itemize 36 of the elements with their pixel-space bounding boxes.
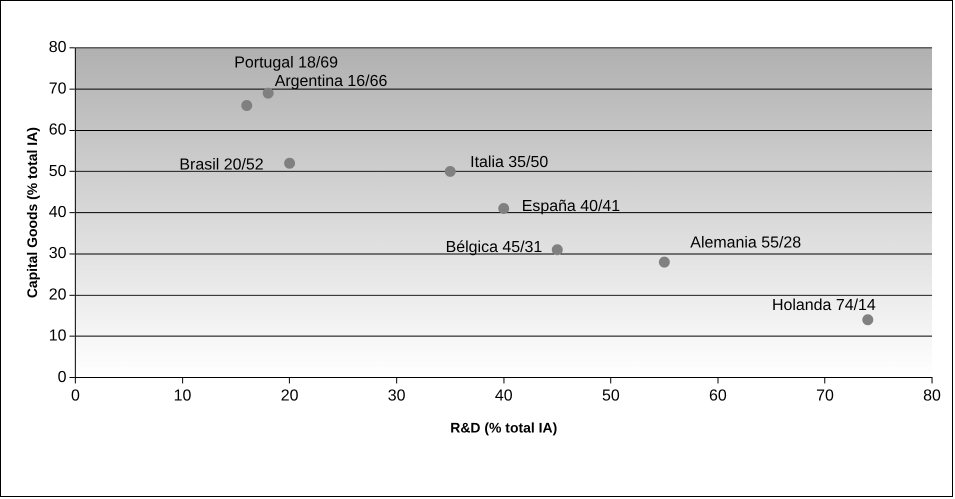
point bbox=[241, 100, 252, 111]
annotation: Holanda 74/14 bbox=[772, 297, 876, 314]
annotation: Bélgica 45/31 bbox=[446, 239, 542, 256]
x-tick-label: 80 bbox=[923, 387, 942, 404]
x-tick-label: 50 bbox=[602, 387, 620, 404]
annotation: Brasil 20/52 bbox=[179, 156, 264, 174]
point bbox=[552, 244, 563, 256]
y-tick-label: 50 bbox=[48, 162, 67, 180]
x-tick-label: 10 bbox=[174, 387, 192, 404]
x-tick-label: 0 bbox=[71, 387, 80, 404]
y-tick-label: 10 bbox=[48, 328, 67, 345]
x-axis-title: R&D (% total IA) bbox=[450, 420, 558, 436]
annotation: Italia 35/50 bbox=[470, 154, 548, 171]
y-tick-label: 60 bbox=[48, 122, 67, 139]
y-tick-label: 20 bbox=[48, 286, 67, 304]
point bbox=[444, 166, 456, 177]
point bbox=[498, 203, 510, 214]
point bbox=[284, 158, 296, 169]
x-tick-label: 60 bbox=[709, 387, 727, 404]
y-tick-label: 40 bbox=[48, 204, 67, 222]
annotation: Alemania 55/28 bbox=[690, 234, 802, 252]
x-tick-label: 20 bbox=[280, 387, 299, 404]
annotation: España 40/41 bbox=[522, 198, 620, 215]
point bbox=[262, 88, 274, 99]
point bbox=[862, 314, 874, 326]
y-axis-title: Capital Goods (% total IA) bbox=[24, 127, 40, 298]
point bbox=[658, 256, 670, 268]
y-tick-label: 0 bbox=[58, 368, 67, 386]
x-tick-label: 30 bbox=[388, 387, 406, 404]
y-tick-label: 30 bbox=[48, 245, 67, 262]
y-tick-label: 70 bbox=[48, 80, 67, 98]
x-tick-label: 40 bbox=[494, 387, 513, 404]
annotation: Portugal 18/69 bbox=[234, 54, 338, 72]
annotation: Argentina 16/66 bbox=[274, 73, 388, 90]
y-tick-label: 80 bbox=[48, 39, 67, 56]
x-tick-label: 70 bbox=[816, 387, 834, 404]
